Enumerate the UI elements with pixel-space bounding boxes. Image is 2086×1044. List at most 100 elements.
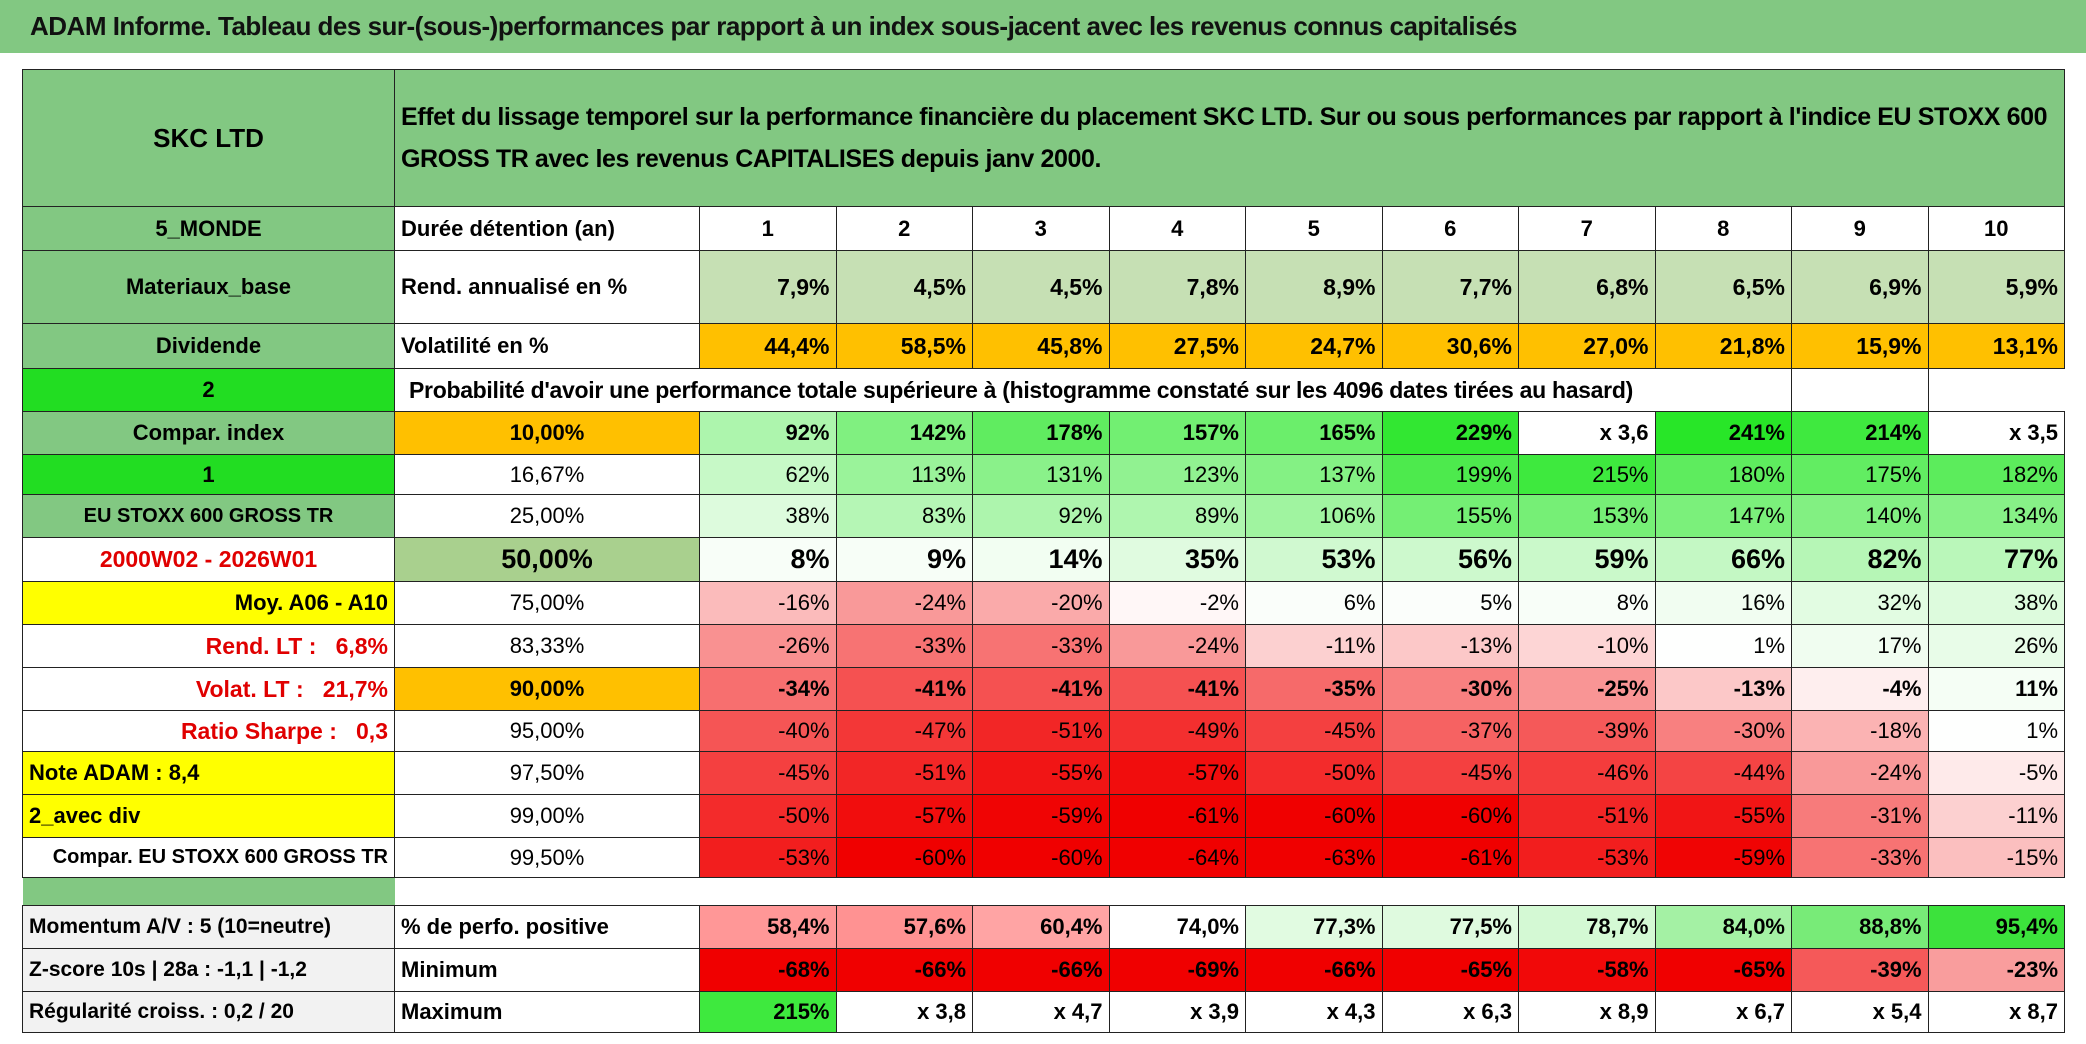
value-cell: -58% <box>1518 948 1656 992</box>
value-cell: x 3,6 <box>1518 411 1656 455</box>
value-cell: x 8,7 <box>1927 991 2065 1033</box>
row-name: 16,67% <box>394 454 700 495</box>
value-cell: -33% <box>1791 837 1929 878</box>
row-name: 83,33% <box>394 624 700 668</box>
value-cell: -10% <box>1518 624 1656 668</box>
value-cell: 58,4% <box>699 905 837 949</box>
value-cell: x 3,5 <box>1927 411 2065 455</box>
value-cell: -35% <box>1245 667 1383 711</box>
value-cell: -45% <box>1245 710 1383 752</box>
spacer-cell <box>22 877 395 906</box>
row-name: Minimum <box>394 948 700 992</box>
row-label: Materiaux_base <box>22 250 395 324</box>
value-cell: 88,8% <box>1791 905 1929 949</box>
value-cell: 21,8% <box>1654 323 1792 369</box>
value-cell: 7,9% <box>699 250 837 324</box>
value-cell: -57% <box>835 794 973 838</box>
table-row: 5_MONDE Durée détention (an) 1 2 3 4 5 6 7 8 9 10 <box>22 206 2065 251</box>
value-cell: -59% <box>1654 837 1792 878</box>
value-cell: 178% <box>972 411 1110 455</box>
value-cell: -11% <box>1245 624 1383 668</box>
empty-cell <box>1791 368 1929 412</box>
row-name: % de perfo. positive <box>394 905 700 949</box>
value-cell: 134% <box>1927 494 2065 538</box>
value-cell: -66% <box>835 948 973 992</box>
value-cell: 27,0% <box>1518 323 1656 369</box>
value-cell: 3 <box>972 206 1110 251</box>
value-cell: -24% <box>1791 751 1929 795</box>
value-cell: 1% <box>1654 624 1792 668</box>
value-cell: 4 <box>1108 206 1246 251</box>
value-cell: x 5,4 <box>1791 991 1929 1033</box>
value-cell: 214% <box>1791 411 1929 455</box>
value-cell: x 4,7 <box>972 991 1110 1033</box>
table-row: Ratio Sharpe : 0,3 95,00% -40% -47% -51% -49%… <box>22 710 2065 752</box>
value-cell: -39% <box>1791 948 1929 992</box>
value-cell: 57,6% <box>835 905 973 949</box>
value-cell: 1% <box>1927 710 2065 752</box>
value-cell: 2 <box>835 206 973 251</box>
value-cell: -55% <box>1654 794 1792 838</box>
value-cell: -13% <box>1381 624 1519 668</box>
value-cell: 1 <box>699 206 837 251</box>
value-cell: 59% <box>1518 537 1656 582</box>
table-row: Rend. LT : 6,8% 83,33% -26% -33% -33% -24% -11… <box>22 624 2065 668</box>
row-name: Volatilité en % <box>394 323 700 369</box>
value-cell: -50% <box>699 794 837 838</box>
row-label: EU STOXX 600 GROSS TR <box>22 494 395 538</box>
value-cell: 38% <box>1927 581 2065 625</box>
value-cell: -46% <box>1518 751 1656 795</box>
row-name: Durée détention (an) <box>394 206 700 251</box>
value-cell: 6,8% <box>1518 250 1656 324</box>
value-cell: -60% <box>1245 794 1383 838</box>
value-cell: -44% <box>1654 751 1792 795</box>
value-cell: 131% <box>972 454 1110 495</box>
value-cell: x 4,3 <box>1245 991 1383 1033</box>
value-cell: -66% <box>1245 948 1383 992</box>
value-cell: -41% <box>835 667 973 711</box>
row-label: Ratio Sharpe : 0,3 <box>22 710 395 752</box>
row-name: 50,00% <box>394 537 700 582</box>
value-cell: 113% <box>835 454 973 495</box>
value-cell: 229% <box>1381 411 1519 455</box>
value-cell: 137% <box>1245 454 1383 495</box>
value-cell: 6,5% <box>1654 250 1792 324</box>
value-cell: 5% <box>1381 581 1519 625</box>
table-row: Compar. index 10,00% 92% 142% 178% 157% 165% 22… <box>22 411 2065 455</box>
table-row: Volat. LT : 21,7% 90,00% -34% -41% -41% -41% -… <box>22 667 2065 711</box>
value-cell: -41% <box>1108 667 1246 711</box>
value-cell: 62% <box>699 454 837 495</box>
value-cell: 9 <box>1791 206 1929 251</box>
value-cell: -68% <box>699 948 837 992</box>
value-cell: -26% <box>699 624 837 668</box>
table-row: 2 Probabilité d'avoir une performance tot… <box>22 368 2065 412</box>
value-cell: 74,0% <box>1108 905 1246 949</box>
row-name: 99,50% <box>394 837 700 878</box>
value-cell: 82% <box>1791 537 1929 582</box>
row-label: Z-score 10s | 28a : -1,1 | -1,2 <box>22 948 395 992</box>
value-cell: 6,9% <box>1791 250 1929 324</box>
value-cell: 26% <box>1927 624 2065 668</box>
value-cell: 13,1% <box>1927 323 2065 369</box>
value-cell: 92% <box>972 494 1110 538</box>
value-cell: -50% <box>1245 751 1383 795</box>
value-cell: 53% <box>1245 537 1383 582</box>
row-label: Momentum A/V : 5 (10=neutre) <box>22 905 395 949</box>
value-cell: 78,7% <box>1518 905 1656 949</box>
row-name: Maximum <box>394 991 700 1033</box>
row-name: Rend. annualisé en % <box>394 250 700 324</box>
value-cell: -47% <box>835 710 973 752</box>
value-cell: 10 <box>1927 206 2065 251</box>
value-cell: -60% <box>835 837 973 878</box>
title-bar: ADAM Informe. Tableau des sur-(sous-)per… <box>0 0 2086 53</box>
row-label: 2_avec div <box>22 794 395 838</box>
row-label: 2 <box>22 368 395 412</box>
value-cell: 5,9% <box>1927 250 2065 324</box>
table-row: Dividende Volatilité en % 44,4% 58,5% 45,8% 2… <box>22 323 2065 369</box>
value-cell: -65% <box>1381 948 1519 992</box>
row-name: Probabilité d'avoir une performance tota… <box>394 368 1792 412</box>
value-cell: -33% <box>972 624 1110 668</box>
value-cell: -33% <box>835 624 973 668</box>
row-name: 97,50% <box>394 751 700 795</box>
value-cell: -49% <box>1108 710 1246 752</box>
